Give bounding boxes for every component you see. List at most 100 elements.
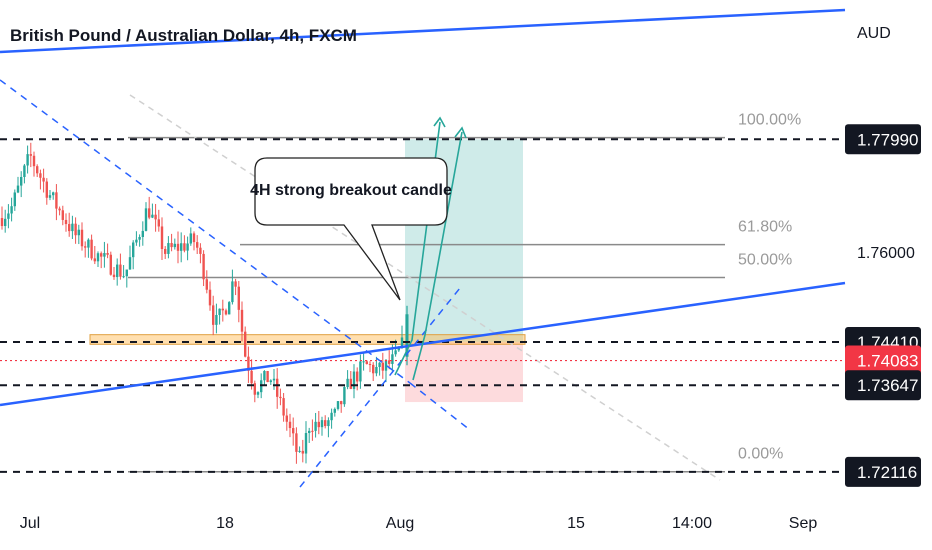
candle-body xyxy=(29,154,32,156)
candle-body xyxy=(84,246,87,248)
candle-body xyxy=(234,281,237,287)
fib-label: 100.00% xyxy=(738,112,801,129)
candle-body xyxy=(298,450,301,452)
candle-body xyxy=(100,253,103,257)
candle-body xyxy=(39,173,42,178)
candle-body xyxy=(26,154,29,166)
candle-body xyxy=(157,219,160,227)
support-zone xyxy=(89,334,526,345)
candle-body xyxy=(400,337,404,349)
candle-body xyxy=(394,350,397,355)
price-box-label: 1.73647 xyxy=(857,376,918,395)
candle-body xyxy=(144,208,148,231)
candle-body xyxy=(276,378,279,397)
y-tick-label: 1.76000 xyxy=(857,245,915,262)
arrow-head-1 xyxy=(433,116,446,128)
candle-body xyxy=(128,257,132,270)
candle-body xyxy=(71,223,74,232)
candle-body xyxy=(205,279,208,290)
candle-body xyxy=(48,195,52,198)
candle-body xyxy=(359,361,362,382)
candle-body xyxy=(138,237,141,240)
price-box xyxy=(845,124,921,155)
candle-body xyxy=(164,248,167,254)
x-tick-label: 14:00 xyxy=(672,515,712,532)
price-box xyxy=(845,345,921,376)
candle-body xyxy=(170,243,173,248)
candle-body xyxy=(58,208,61,211)
candle-body xyxy=(253,383,256,395)
candle-body xyxy=(295,433,298,452)
candle-body xyxy=(365,361,368,364)
candle-body xyxy=(186,243,189,251)
candle-body xyxy=(132,242,135,258)
background-layer xyxy=(89,94,725,481)
candle-body xyxy=(375,366,378,374)
candle-body xyxy=(32,155,36,167)
candle-body xyxy=(20,176,23,186)
price-box xyxy=(845,370,921,401)
candle-body xyxy=(279,396,282,399)
candle-body xyxy=(80,229,84,247)
candle-body xyxy=(151,214,154,218)
candle-body xyxy=(160,226,164,249)
candle-body xyxy=(378,362,381,367)
candle-body xyxy=(308,430,311,434)
candle-body xyxy=(256,392,260,395)
candle-body xyxy=(55,192,58,209)
candle-body xyxy=(183,243,186,251)
candle-body xyxy=(13,192,16,207)
candle-body xyxy=(103,253,106,257)
candle-body xyxy=(317,421,320,428)
candle-body xyxy=(372,364,375,374)
candle-body xyxy=(23,165,26,177)
candle-body xyxy=(202,253,205,280)
candle-body xyxy=(154,214,157,220)
candle-body xyxy=(116,264,119,278)
candle-body xyxy=(266,371,269,383)
x-tick-label: 15 xyxy=(567,515,585,532)
candle-body xyxy=(346,378,349,388)
candle-body xyxy=(125,269,128,277)
candle-body xyxy=(304,433,308,454)
candle-body xyxy=(180,243,183,251)
candle-body xyxy=(324,420,327,427)
price-box-label: 1.72116 xyxy=(857,463,917,482)
fib-label: 0.00% xyxy=(738,446,783,463)
x-tick-label: Jul xyxy=(20,515,40,532)
candle-body xyxy=(135,239,138,243)
breakout-candle-body xyxy=(405,314,409,357)
candle-body xyxy=(74,223,77,236)
candle-body xyxy=(356,371,359,382)
stop-zone xyxy=(405,342,523,403)
candle-body xyxy=(301,450,304,454)
candle-body xyxy=(250,370,253,384)
candle-body xyxy=(381,362,384,371)
fib-diagonal xyxy=(129,94,721,481)
candle-body xyxy=(90,239,93,259)
price-box-label: 1.77990 xyxy=(857,130,918,149)
candle-body xyxy=(215,314,218,325)
candle-body xyxy=(119,264,122,277)
candle-body xyxy=(68,224,71,232)
candle-body xyxy=(112,274,116,278)
candle-body xyxy=(320,420,324,428)
candle-body xyxy=(109,254,112,275)
candle-body xyxy=(231,281,234,303)
candle-body xyxy=(218,308,221,315)
candle-body xyxy=(0,218,4,227)
fib-label: 61.80% xyxy=(738,219,792,236)
candle-body xyxy=(196,242,199,248)
candle-body xyxy=(285,415,288,422)
candle-body xyxy=(311,430,314,432)
candle-body xyxy=(96,253,100,262)
candle-body xyxy=(4,218,7,227)
lines-layer xyxy=(0,8,846,488)
candle-body xyxy=(388,360,391,364)
candle-body xyxy=(237,286,240,310)
candle-body xyxy=(362,361,365,363)
currency-label: AUD xyxy=(857,25,891,42)
candle-body xyxy=(148,208,151,218)
candle-body xyxy=(384,360,388,371)
